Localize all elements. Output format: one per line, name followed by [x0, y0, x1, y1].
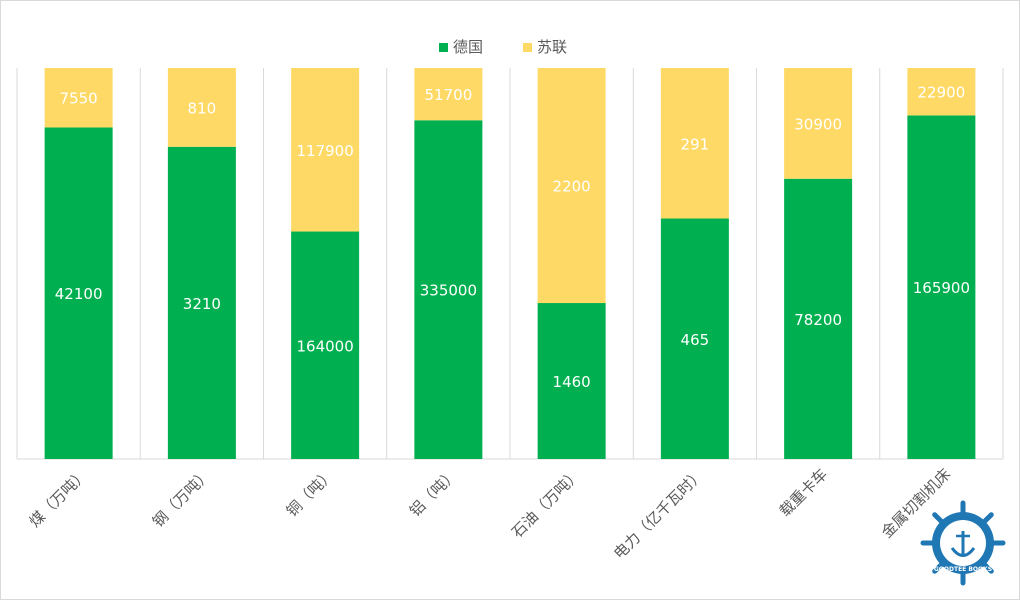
bar-segment-ussr[interactable] [44, 68, 113, 128]
category-label: 铝（吨） [406, 465, 461, 520]
gridlines [16, 68, 1004, 460]
data-labels: 42100 7550 3210 810 164000 117900 335000 51700 1… [55, 84, 970, 391]
bar-segment-ussr[interactable] [291, 68, 360, 232]
bar-segment-germany[interactable] [907, 115, 976, 459]
data-label: 22900 [918, 84, 966, 102]
wheel-spoke [932, 561, 945, 574]
wheel-spoke [932, 512, 945, 525]
bar-segment-ussr[interactable] [907, 68, 976, 116]
bar-segment-germany[interactable] [784, 178, 853, 459]
wheel-spoke [981, 561, 994, 574]
bar-segment-germany[interactable] [291, 231, 360, 459]
data-label: 78200 [794, 311, 842, 329]
bar-segment-germany[interactable] [660, 218, 729, 459]
legend-entry[interactable]: 德国 [453, 38, 483, 56]
legend-swatch [523, 43, 532, 52]
legend[interactable]: 德国 苏联 [439, 38, 567, 56]
bar-segment-ussr[interactable] [167, 68, 236, 147]
bar-segment-germany[interactable] [537, 303, 606, 459]
category-labels: 煤（万吨） 钢（万吨） 铜（吨） 铝（吨） 石油（万吨） 电力（亿千瓦时） 载重卡车 金属切割… [26, 465, 955, 563]
bar-segment-ussr[interactable] [784, 68, 853, 179]
data-label: 51700 [425, 86, 473, 104]
bar-segment-ussr[interactable] [537, 68, 606, 304]
watermark-logo: GOODTEE BOOKS [920, 500, 1006, 586]
category-label: 石油（万吨） [508, 465, 584, 541]
data-label: 291 [681, 135, 710, 153]
category-label: 载重卡车 [776, 465, 831, 520]
bar-segment-germany[interactable] [44, 127, 113, 459]
bar-segment-ussr[interactable] [414, 68, 483, 121]
wheel-spoke [981, 512, 994, 525]
anchor-fluke [950, 547, 976, 557]
data-label: 810 [188, 99, 217, 117]
data-label: 1460 [553, 373, 591, 391]
bar-segment-ussr[interactable] [660, 68, 729, 219]
data-label: 42100 [55, 285, 103, 303]
bar-segment-germany[interactable] [414, 120, 483, 459]
category-label: 铜（吨） [283, 465, 338, 520]
data-label: 3210 [183, 295, 221, 313]
bars [44, 68, 976, 460]
data-label: 335000 [420, 282, 477, 300]
legend-swatch [439, 43, 448, 52]
data-label: 165900 [913, 279, 970, 297]
data-label: 164000 [296, 337, 353, 355]
data-label: 30900 [794, 115, 842, 133]
category-label: 煤（万吨） [26, 465, 92, 531]
category-label: 电力（亿千瓦时） [610, 465, 708, 563]
watermark-text: GOODTEE BOOKS [934, 566, 992, 573]
category-label: 钢（万吨） [149, 465, 215, 531]
data-label: 465 [681, 331, 710, 349]
data-label: 2200 [553, 178, 591, 196]
bar-segment-germany[interactable] [167, 146, 236, 460]
data-label: 117900 [296, 142, 353, 160]
data-label: 7550 [60, 90, 98, 108]
legend-entry[interactable]: 苏联 [537, 38, 567, 56]
